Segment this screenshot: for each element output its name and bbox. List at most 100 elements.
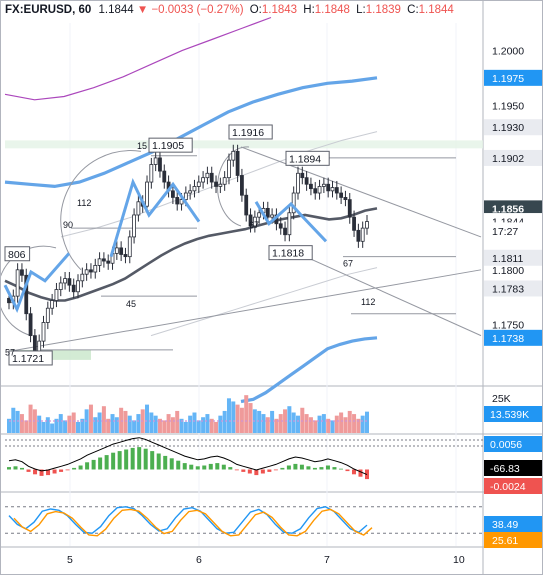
volume-bar bbox=[295, 415, 300, 433]
volume-bar bbox=[244, 395, 249, 433]
candle-body bbox=[114, 247, 119, 254]
volume-bar bbox=[24, 420, 29, 433]
price-label-box bbox=[285, 150, 330, 166]
annotation-label: 67 bbox=[249, 220, 259, 230]
trend-line bbox=[10, 269, 482, 352]
candle-body bbox=[45, 307, 50, 323]
candle-body bbox=[287, 212, 292, 236]
volume-bar bbox=[274, 418, 279, 433]
volume-bar bbox=[218, 415, 223, 433]
candle-body bbox=[343, 197, 348, 201]
volume-bar bbox=[162, 420, 167, 433]
volume-bar bbox=[343, 417, 348, 433]
price-badge-text: 1.1738 bbox=[492, 333, 524, 345]
volume-bar bbox=[287, 406, 292, 433]
candle-body bbox=[334, 187, 339, 194]
price-badge-text: 1.1975 bbox=[492, 73, 524, 85]
volume-bar bbox=[136, 414, 141, 433]
macd-histogram-bar bbox=[150, 451, 155, 470]
price-badge bbox=[484, 249, 542, 266]
open-key: O: bbox=[249, 4, 262, 16]
volume-bar bbox=[45, 417, 50, 433]
macd-histogram-bar bbox=[293, 463, 298, 470]
macd-histogram-bar bbox=[260, 469, 265, 474]
macd-histogram-bar bbox=[273, 469, 278, 471]
candle-body bbox=[252, 216, 257, 227]
volume-bar bbox=[50, 423, 55, 433]
volume-bar bbox=[261, 414, 266, 433]
stoch-badge bbox=[484, 532, 542, 548]
macd-histogram-bar bbox=[176, 460, 181, 470]
time-tick-label: 7 bbox=[324, 554, 330, 566]
macd-histogram-bar bbox=[325, 465, 330, 470]
fib-arc bbox=[60, 150, 142, 271]
candle-body bbox=[84, 269, 89, 275]
macd-histogram-bar bbox=[39, 469, 44, 476]
volume-bar bbox=[205, 414, 210, 433]
volume-bar bbox=[166, 414, 171, 433]
candle-body bbox=[270, 214, 275, 218]
macd-histogram-bar bbox=[345, 469, 350, 472]
price-tick-label: 1.1800 bbox=[492, 265, 524, 277]
candle-body bbox=[347, 199, 352, 218]
close-key: C: bbox=[407, 4, 419, 16]
symbol-label[interactable]: FX:EURUSD, 60 bbox=[5, 4, 92, 16]
price-badge bbox=[484, 329, 542, 346]
candle-body bbox=[209, 172, 214, 183]
candle-body bbox=[265, 207, 270, 218]
price-change: ▼ −0.0033 (−0.27%) bbox=[136, 4, 244, 16]
price-badge-text: 1.1783 bbox=[492, 283, 524, 295]
macd-badge bbox=[484, 478, 542, 494]
price-label-box bbox=[268, 245, 313, 261]
candle-body bbox=[339, 192, 344, 198]
volume-bar bbox=[265, 417, 270, 433]
volume-bar bbox=[123, 410, 128, 433]
candle-body bbox=[179, 199, 184, 205]
volume-bar bbox=[101, 406, 106, 433]
pattern-line bbox=[254, 201, 328, 243]
macd-histogram-bar bbox=[202, 465, 207, 470]
macd-histogram-bar bbox=[215, 463, 220, 470]
volume-badge-text: 13.539K bbox=[490, 409, 529, 421]
annotation-label: 90 bbox=[63, 220, 73, 230]
volume-bar bbox=[235, 404, 240, 433]
annotation-label: 45 bbox=[126, 299, 136, 309]
lower-band-line bbox=[240, 336, 378, 404]
resistance-zone bbox=[5, 140, 483, 149]
candle-body bbox=[192, 186, 197, 192]
volume-bar bbox=[132, 420, 137, 433]
candle-body bbox=[132, 214, 136, 238]
volume-bar bbox=[179, 418, 184, 433]
volume-bar bbox=[54, 418, 59, 433]
time-tick-label: 6 bbox=[196, 554, 202, 566]
volume-bar bbox=[291, 412, 296, 433]
price-label-box bbox=[8, 350, 53, 366]
candle-body bbox=[222, 177, 227, 185]
stoch-badge-text: 38.49 bbox=[492, 519, 518, 531]
volume-bar bbox=[19, 414, 24, 433]
candle-body bbox=[248, 214, 253, 227]
macd-histogram-bar bbox=[98, 457, 103, 470]
candle-body bbox=[313, 188, 318, 194]
price-label-box bbox=[148, 137, 193, 153]
candle-body bbox=[28, 313, 33, 337]
volume-bar bbox=[157, 418, 162, 433]
volume-bar bbox=[76, 421, 81, 433]
candle-body bbox=[296, 172, 300, 194]
volume-bar bbox=[339, 412, 344, 433]
pattern-line bbox=[3, 252, 71, 314]
candle-body bbox=[123, 254, 128, 258]
volume-bar bbox=[214, 421, 219, 433]
candle-body bbox=[244, 194, 249, 216]
volume-bar bbox=[175, 410, 180, 433]
candle-body bbox=[291, 192, 296, 214]
volume-bar bbox=[313, 420, 318, 433]
volume-bar bbox=[278, 414, 283, 433]
annotation-label: 15 bbox=[137, 141, 147, 151]
candle-body bbox=[101, 258, 106, 262]
low-key: L: bbox=[356, 4, 366, 16]
volume-bar bbox=[58, 414, 63, 433]
price-badge bbox=[484, 200, 542, 217]
macd-histogram-bar bbox=[26, 469, 31, 472]
